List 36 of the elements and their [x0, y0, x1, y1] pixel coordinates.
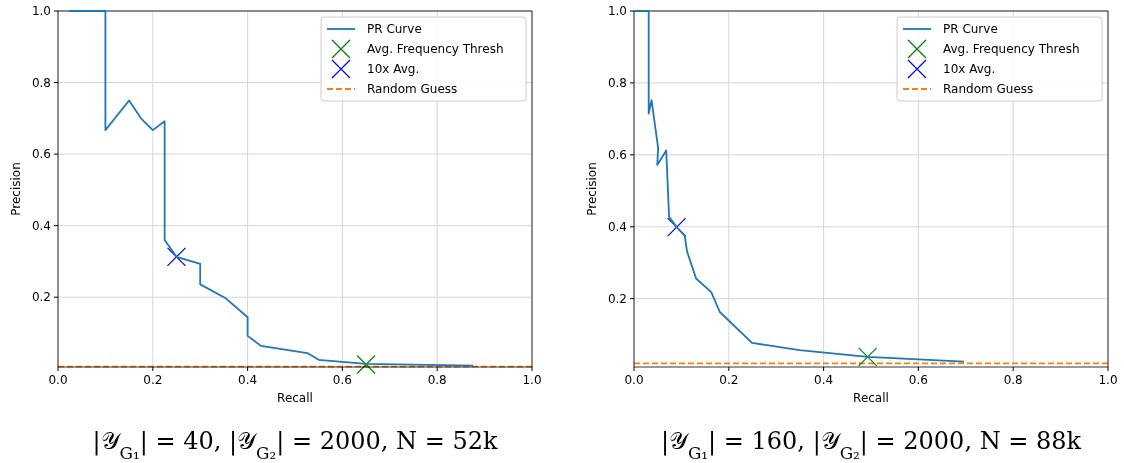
legend-label: Random Guess [367, 82, 458, 96]
y-tick-label: 0.4 [31, 218, 51, 233]
y-tick-label: 0.6 [31, 147, 51, 162]
y-tick-label: 0.2 [31, 290, 51, 305]
legend-label: 10x Avg. [943, 62, 996, 76]
x-tick-label: 0.6 [332, 373, 352, 387]
x-axis-title: Recall [853, 391, 889, 405]
x-tick-label: 0.8 [427, 373, 447, 387]
x-tick-label: 0.4 [814, 373, 834, 387]
legend-label: Avg. Frequency Thresh [943, 42, 1080, 56]
x-axis-title: Recall [277, 391, 313, 405]
x-tick-label: 0.2 [143, 373, 163, 387]
x-tick-label: 0.6 [908, 373, 928, 387]
y-axis-title: Precision [585, 162, 599, 216]
y-tick-label: 1.0 [31, 4, 51, 18]
y-tick-label: 1.0 [607, 4, 627, 18]
x-tick-label: 0.0 [48, 373, 68, 387]
y-axis-title: Precision [9, 162, 23, 216]
y-tick-label: 0.8 [31, 75, 51, 90]
x-tick-label: 0.2 [719, 373, 739, 387]
x-tick-label: 0.4 [238, 373, 258, 387]
x-tick-label: 1.0 [1098, 373, 1118, 387]
legend-label: 10x Avg. [367, 62, 420, 76]
x-tick-label: 0.0 [624, 373, 644, 387]
legend-label: PR Curve [367, 22, 422, 36]
x-tick-label: 0.8 [1003, 373, 1023, 387]
text: |𝒴$_{G₁}$| = 160, |𝒴$_{G₂}$| = 2000, N = 88k [660, 427, 1082, 463]
legend-label: Random Guess [943, 82, 1034, 96]
text: |𝒴$_{G₁}$| = 40, |𝒴$_{G₂}$| = 2000, N = 52k [92, 427, 498, 463]
y-tick-label: 0.6 [607, 147, 627, 162]
y-tick-label: 0.8 [607, 75, 627, 90]
legend-label: Avg. Frequency Thresh [367, 42, 504, 56]
x-tick-label: 1.0 [522, 373, 542, 387]
y-tick-label: 0.4 [607, 219, 627, 234]
y-tick-label: 0.2 [607, 291, 627, 306]
legend-label: PR Curve [943, 22, 998, 36]
